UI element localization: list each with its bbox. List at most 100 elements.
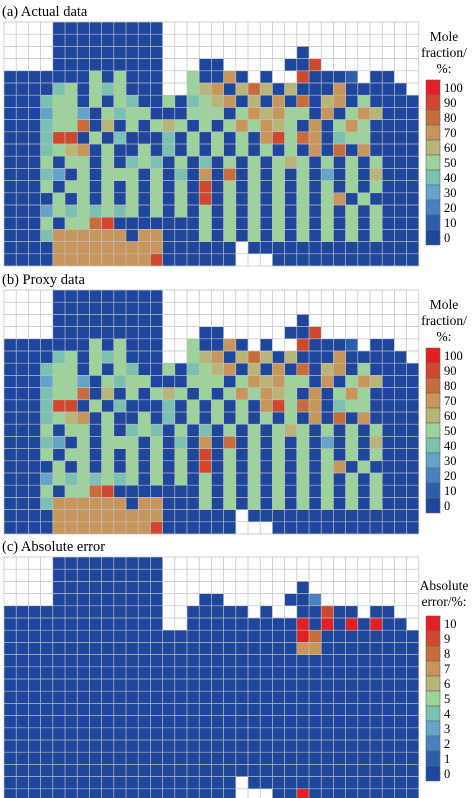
heatmap-cell: [113, 46, 126, 59]
heatmap-cell: [370, 107, 383, 120]
heatmap-cell: [89, 156, 102, 169]
heatmap-cell: [138, 399, 151, 412]
heatmap-cell: [345, 192, 358, 205]
heatmap-cell: [272, 241, 285, 254]
heatmap-cell: [28, 764, 41, 777]
heatmap-cell: [89, 192, 102, 205]
legend-tick-label: 50: [444, 156, 457, 170]
heatmap-cell: [394, 485, 407, 498]
heatmap-cell: [65, 666, 78, 679]
heatmap-cell: [138, 131, 151, 144]
heatmap-cell: [150, 180, 163, 193]
heatmap-cell: [101, 715, 114, 728]
heatmap-cell: [321, 727, 334, 740]
heatmap-cell: [77, 424, 90, 437]
heatmap-cell: [345, 460, 358, 473]
heatmap-cell: [65, 740, 78, 753]
heatmap-cell: [113, 436, 126, 449]
heatmap-cell: [77, 509, 90, 522]
heatmap-cell: [223, 375, 236, 388]
heatmap-cell: [211, 509, 224, 522]
heatmap-cell: [248, 180, 261, 193]
heatmap-cell: [40, 192, 53, 205]
heatmap-cell: [223, 691, 236, 704]
heatmap-cell: [321, 497, 334, 510]
heatmap-cell: [248, 192, 261, 205]
empty-cell: [272, 46, 285, 59]
heatmap-cell: [52, 424, 65, 437]
empty-cell: [40, 557, 53, 570]
heatmap-cell: [150, 217, 163, 230]
heatmap-cell: [260, 192, 273, 205]
heatmap-cell: [89, 666, 102, 679]
heatmap-cell: [65, 192, 78, 205]
heatmap-cell: [126, 642, 139, 655]
heatmap-cell: [248, 107, 261, 120]
heatmap-cell: [52, 34, 65, 47]
heatmap-cell: [52, 302, 65, 315]
heatmap-cell: [357, 642, 370, 655]
heatmap-cell: [272, 448, 285, 461]
heatmap-cell: [235, 473, 248, 486]
heatmap-cell: [4, 253, 17, 266]
empty-cell: [223, 22, 236, 35]
empty-cell: [321, 326, 334, 339]
heatmap-cell: [321, 473, 334, 486]
heatmap-cell: [345, 144, 358, 157]
empty-cell: [394, 46, 407, 59]
heatmap-cell: [370, 460, 383, 473]
heatmap-cell: [296, 119, 309, 132]
empty-cell: [187, 593, 200, 606]
empty-cell: [174, 34, 187, 47]
heatmap-cell: [89, 34, 102, 47]
heatmap-cell: [357, 363, 370, 376]
heatmap-cell: [150, 156, 163, 169]
heatmap-cell: [394, 180, 407, 193]
heatmap-cell: [126, 412, 139, 425]
heatmap-cell: [394, 399, 407, 412]
heatmap-cell: [260, 666, 273, 679]
heatmap-cell: [65, 703, 78, 716]
heatmap-cell: [65, 557, 78, 570]
heatmap-cell: [150, 95, 163, 108]
heatmap-cell: [162, 205, 175, 218]
heatmap-cell: [162, 217, 175, 230]
heatmap-cell: [40, 387, 53, 400]
heatmap-cell: [382, 412, 395, 425]
heatmap-cell: [162, 630, 175, 643]
heatmap-cell: [296, 509, 309, 522]
heatmap-cell: [65, 485, 78, 498]
empty-cell: [28, 581, 41, 594]
heatmap-cell: [284, 156, 297, 169]
empty-cell: [40, 326, 53, 339]
empty-cell: [162, 83, 175, 96]
heatmap-cell: [309, 485, 322, 498]
heatmap-cell: [357, 205, 370, 218]
heatmap-cell: [199, 727, 212, 740]
empty-cell: [28, 290, 41, 303]
heatmap-cell: [40, 399, 53, 412]
heatmap-cell: [394, 497, 407, 510]
heatmap-cell: [187, 144, 200, 157]
heatmap-cell: [89, 22, 102, 35]
heatmap-cell: [321, 703, 334, 716]
legend-swatch: [425, 645, 441, 662]
heatmap-cell: [126, 497, 139, 510]
heatmap-cell: [211, 375, 224, 388]
heatmap-cell: [187, 424, 200, 437]
empty-cell: [28, 302, 41, 315]
heatmap-cell: [199, 119, 212, 132]
empty-cell: [162, 22, 175, 35]
heatmap-cell: [284, 727, 297, 740]
legend-tick-label: 40: [444, 439, 457, 453]
heatmap-cell: [16, 654, 29, 667]
empty-cell: [162, 302, 175, 315]
empty-cell: [345, 569, 358, 582]
heatmap-cell: [16, 83, 29, 96]
heatmap-cell: [333, 788, 346, 798]
heatmap-cell: [101, 788, 114, 798]
heatmap-cell: [199, 217, 212, 230]
heatmap-cell: [199, 253, 212, 266]
heatmap-cell: [321, 363, 334, 376]
heatmap-cell: [126, 217, 139, 230]
